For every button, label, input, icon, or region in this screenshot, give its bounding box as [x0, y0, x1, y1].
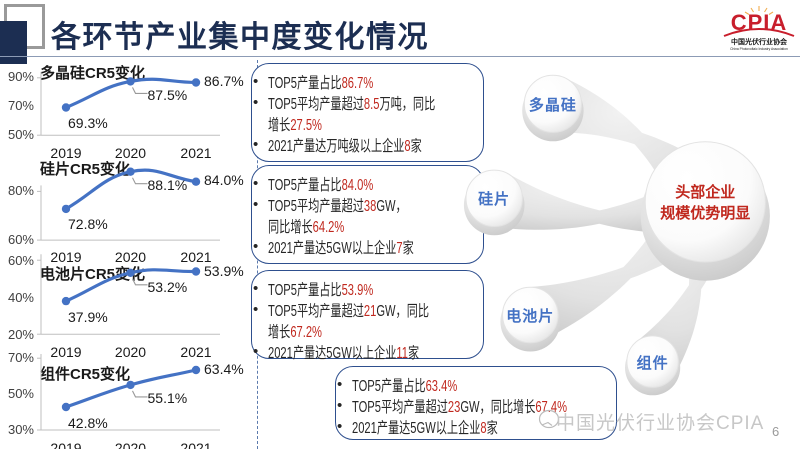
- svg-text:China Photovoltaic Industry As: China Photovoltaic Industry Association: [730, 47, 788, 51]
- svg-text:中国光伏行业协会: 中国光伏行业协会: [731, 37, 788, 46]
